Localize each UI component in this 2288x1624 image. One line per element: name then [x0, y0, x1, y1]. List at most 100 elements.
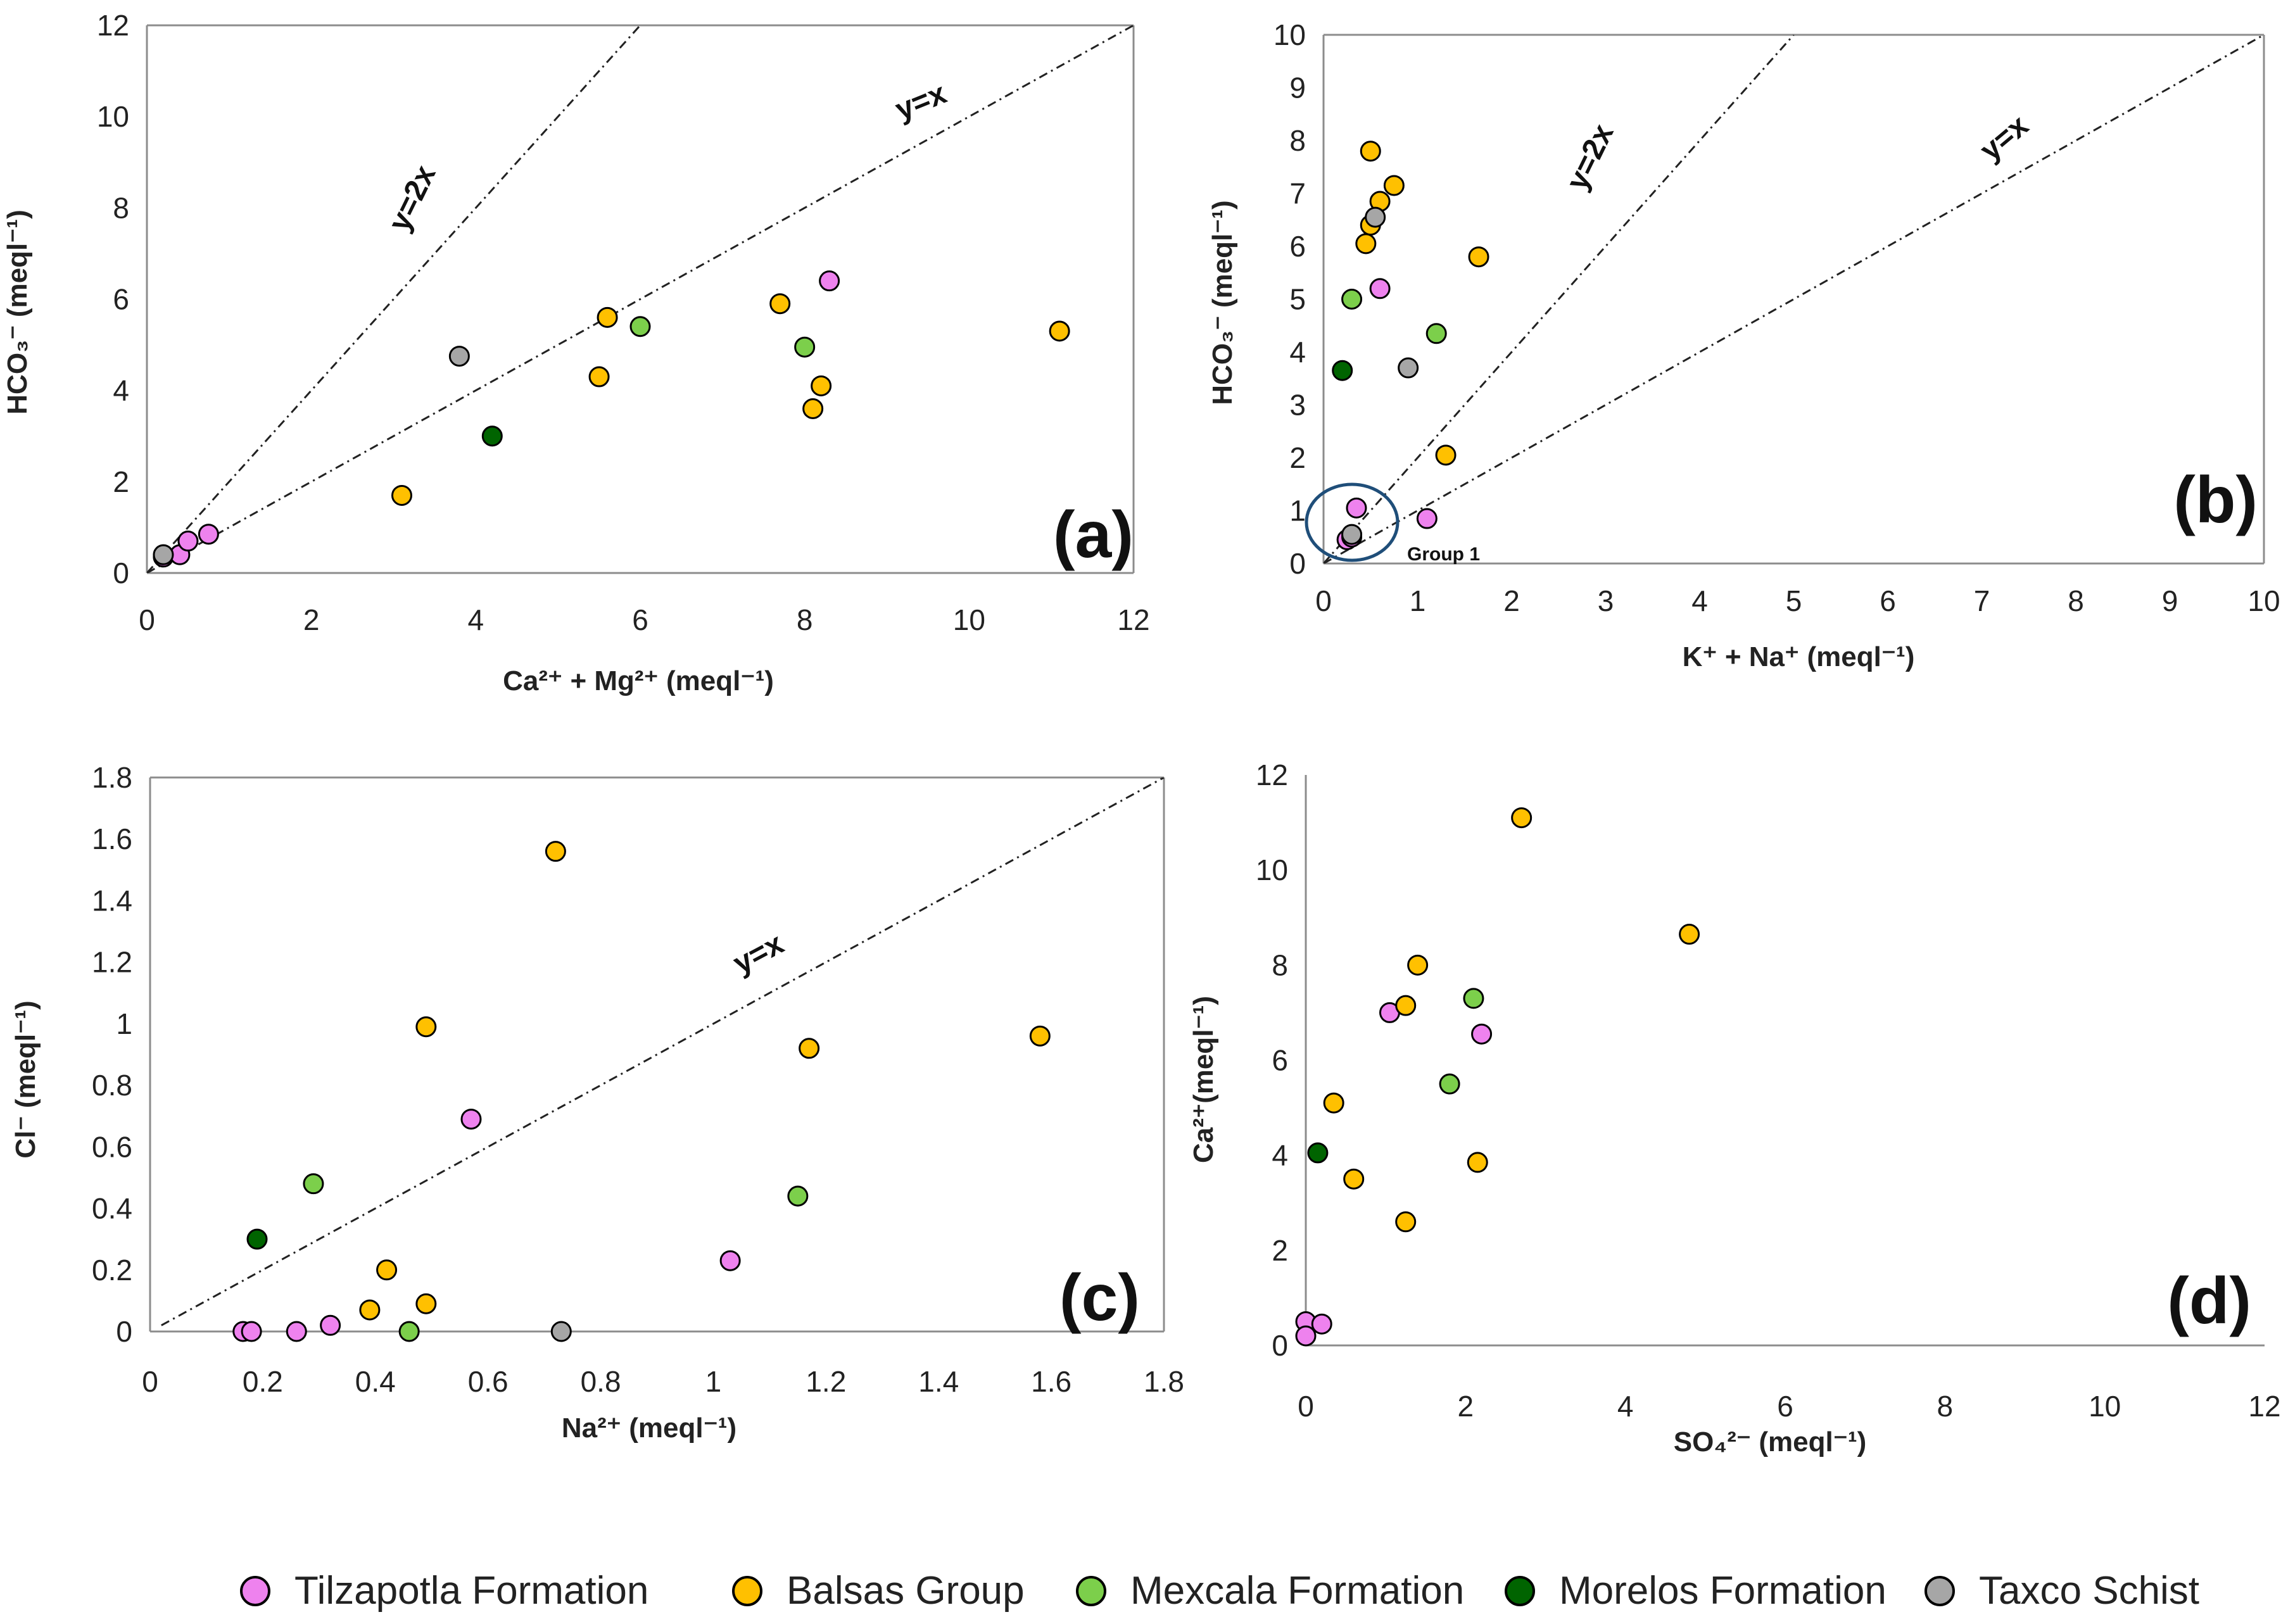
panel-label-b: (b)	[2173, 463, 2258, 537]
legend-label-tilzapotla-formation: Tilzapotla Formation	[294, 1569, 648, 1613]
data-point-balsas-group	[1049, 320, 1070, 342]
data-point-balsas-group	[1323, 1092, 1344, 1114]
reference-line-label: y=x	[1974, 108, 2035, 167]
data-point-tilzapotla-formation	[1295, 1325, 1317, 1347]
data-point-tilzapotla-formation	[198, 524, 219, 545]
y-tick-label: 3	[1289, 389, 1306, 422]
y-tick-label: 1.6	[92, 822, 132, 855]
y-tick-label: 12	[97, 9, 129, 42]
data-point-balsas-group	[811, 375, 832, 396]
legend: Tilzapotla Formation Balsas Group Mexcala …	[240, 1569, 2199, 1613]
data-point-balsas-group	[799, 1038, 820, 1059]
x-tick-label: 12	[1117, 603, 1149, 636]
y-tick-label: 8	[1272, 948, 1288, 981]
x-tick-label: 2	[1503, 584, 1520, 617]
x-tick-label: 0	[1315, 584, 1332, 617]
x-tick-label: 0	[1298, 1390, 1314, 1423]
reference-line-y-eq-x	[1324, 35, 2264, 563]
x-tick-label: 0.2	[243, 1365, 283, 1398]
data-point-tilzapotla-formation	[1416, 508, 1438, 529]
data-point-mexcala-formation	[303, 1173, 324, 1195]
data-point-balsas-group	[545, 841, 566, 862]
panel-label-d: (d)	[2167, 1264, 2251, 1338]
x-tick-label: 1	[705, 1365, 722, 1398]
y-tick-label: 10	[97, 100, 129, 133]
reference-line-label: y=x	[728, 927, 789, 981]
data-point-tilzapotla-formation	[1369, 278, 1391, 299]
y-tick-label: 2	[1289, 441, 1306, 474]
y-tick-label: 1	[1289, 494, 1306, 527]
data-point-taxco-schist	[1341, 524, 1363, 545]
x-tick-label: 10	[2089, 1390, 2121, 1423]
y-tick-label: 0	[113, 557, 129, 589]
data-point-balsas-group	[1360, 141, 1381, 162]
panel-d: 0 2 4 6 8 10 12 0 2 4 6 8 10 12 SO₄²⁻ (meql⁻¹) Ca²⁺(meq…	[1188, 758, 2281, 1457]
data-point-balsas-group	[359, 1299, 381, 1321]
y-tick-label: 10	[1274, 18, 1306, 51]
y-tick-label: 8	[113, 191, 129, 224]
x-tick-label: 0.6	[468, 1365, 509, 1398]
data-point-morelos-formation	[246, 1228, 268, 1250]
x-tick-label: 9	[2162, 584, 2178, 617]
x-tick-label: 1.4	[918, 1365, 959, 1398]
y-tick-label: 4	[113, 374, 129, 407]
x-tick-label: 4	[1691, 584, 1708, 617]
y-tick-label: 1.8	[92, 761, 132, 794]
y-tick-label: 4	[1272, 1139, 1288, 1172]
data-point-tilzapotla-formation	[241, 1321, 262, 1342]
data-point-balsas-group	[597, 306, 618, 328]
data-point-morelos-formation	[1307, 1142, 1329, 1164]
data-point-balsas-group	[1468, 246, 1489, 268]
x-tick-label: 0	[142, 1365, 158, 1398]
data-point-taxco-schist	[153, 544, 174, 565]
x-tick-label: 2	[1458, 1390, 1474, 1423]
legend-marker-mexcala-formation	[1076, 1576, 1106, 1606]
x-tick-label: 0	[139, 603, 155, 636]
x-tick-label: 8	[2068, 584, 2084, 617]
x-tick-label: 8	[797, 603, 813, 636]
x-tick-label: 2	[303, 603, 320, 636]
x-tick-label: 6	[632, 603, 648, 636]
y-tick-label: 1	[116, 1007, 132, 1040]
reference-line-label: y=2x	[382, 160, 443, 237]
reference-line-y-eq-2x	[1324, 35, 1795, 563]
data-point-mexcala-formation	[1439, 1073, 1460, 1095]
data-point-morelos-formation	[481, 425, 503, 447]
x-tick-label: 10	[2247, 584, 2280, 617]
x-tick-label: 4	[1617, 1390, 1634, 1423]
panel-label-c: (c)	[1059, 1261, 1140, 1335]
data-point-tilzapotla-formation	[1346, 497, 1367, 519]
legend-marker-balsas-group	[732, 1576, 762, 1606]
y-tick-label: 0	[1289, 547, 1306, 580]
x-tick-label: 3	[1598, 584, 1614, 617]
y-tick-label: 0.6	[92, 1130, 132, 1163]
data-point-balsas-group	[588, 366, 610, 387]
y-tick-label: 0	[1272, 1329, 1288, 1362]
y-axis-title: Cl⁻ (meql⁻¹)	[10, 1000, 41, 1158]
legend-marker-morelos-formation	[1505, 1576, 1535, 1606]
y-tick-label: 0.2	[92, 1254, 132, 1287]
data-point-balsas-group	[1029, 1025, 1051, 1047]
x-tick-label: 8	[1937, 1390, 1954, 1423]
x-tick-label: 1.6	[1031, 1365, 1071, 1398]
x-tick-label: 1.8	[1144, 1365, 1184, 1398]
y-tick-label: 6	[113, 283, 129, 316]
data-point-tilzapotla-formation	[177, 531, 199, 552]
y-axis-title: HCO₃⁻ (meql⁻¹)	[1207, 200, 1238, 405]
x-tick-label: 12	[2248, 1390, 2280, 1423]
data-point-tilzapotla-formation	[819, 270, 840, 292]
data-point-taxco-schist	[550, 1321, 572, 1342]
x-tick-label: 1	[1410, 584, 1426, 617]
legend-label-morelos-formation: Morelos Formation	[1559, 1569, 1887, 1613]
x-tick-label: 0.8	[581, 1365, 621, 1398]
x-axis-title: K⁺ + Na⁺ (meql⁻¹)	[1683, 641, 1915, 672]
data-point-taxco-schist	[1398, 357, 1419, 379]
panel-label-a: (a)	[1053, 498, 1134, 572]
y-tick-label: 2	[113, 465, 129, 498]
legend-marker-taxco-schist	[1925, 1576, 1955, 1606]
data-point-balsas-group	[1383, 175, 1405, 196]
data-point-mexcala-formation	[629, 316, 651, 337]
reference-line-label: y=2x	[1560, 119, 1621, 196]
x-axis-title: Na²⁺ (meql⁻¹)	[562, 1413, 736, 1444]
y-axis-title: Ca²⁺(meql⁻¹)	[1188, 996, 1219, 1163]
